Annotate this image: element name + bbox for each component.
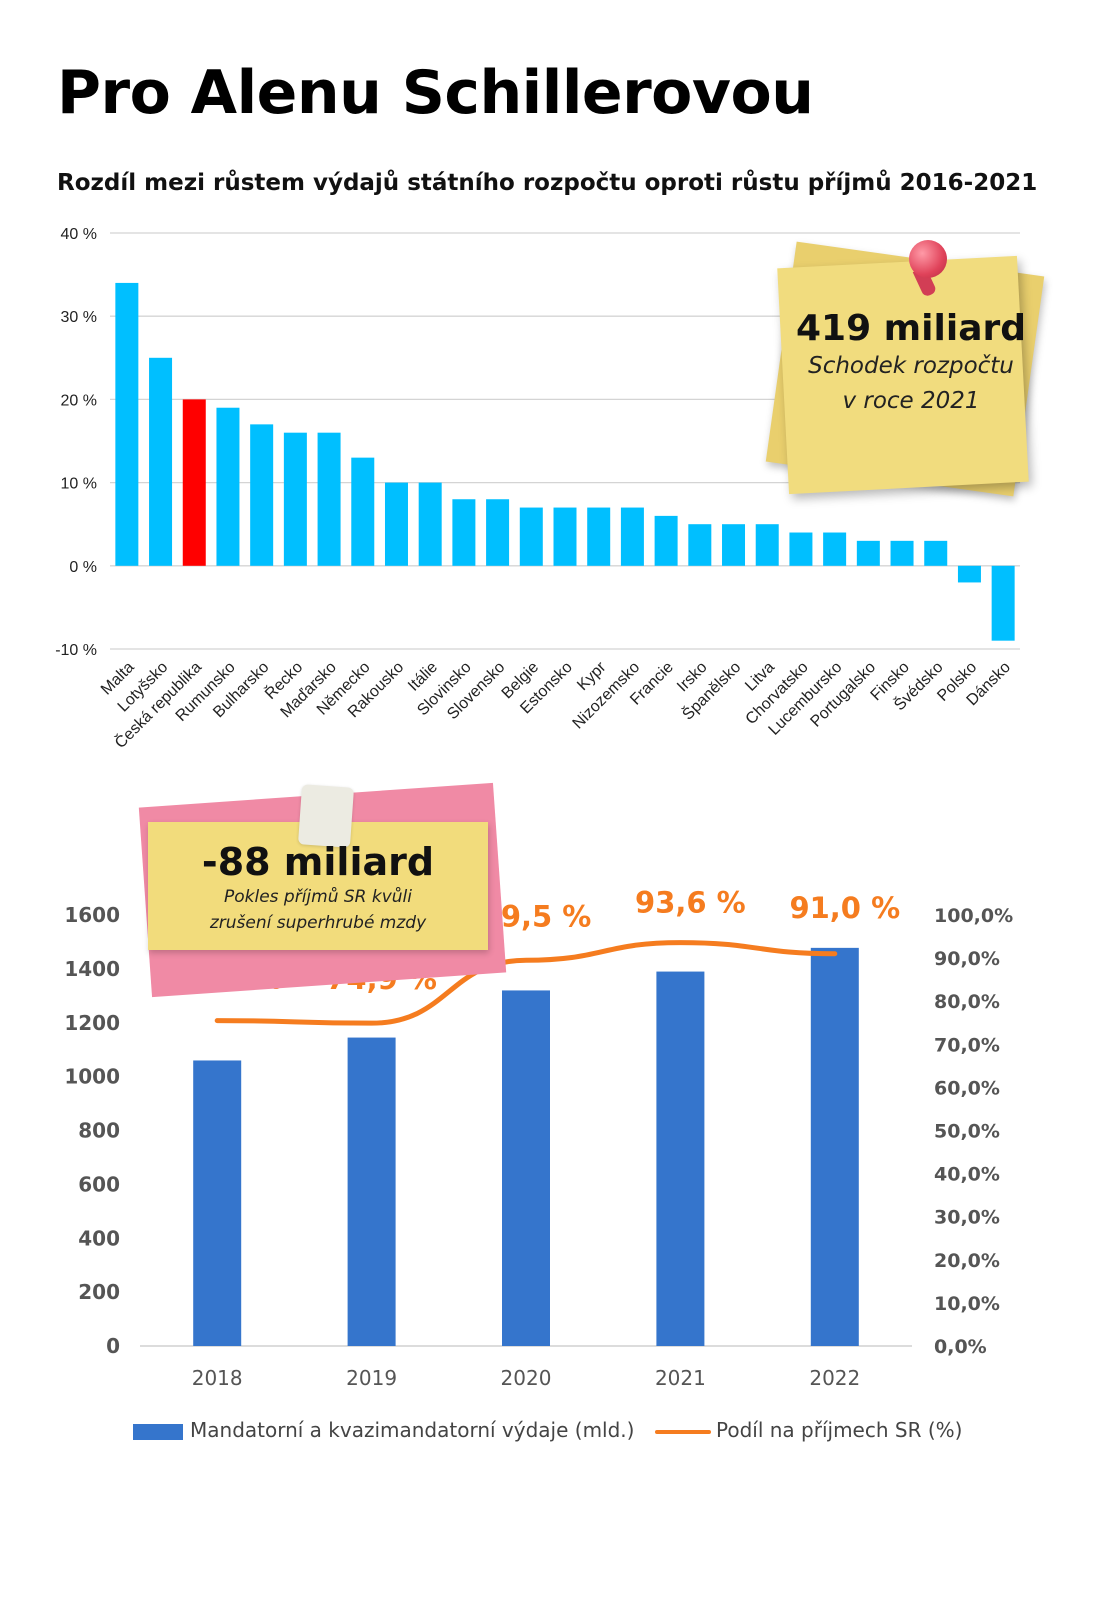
year-tick-label: 2019 bbox=[346, 1366, 397, 1390]
bar-18 bbox=[722, 524, 746, 566]
bar-5 bbox=[283, 432, 307, 566]
revenue-line1: Pokles příjmů SR kvůli bbox=[223, 887, 413, 907]
share-data-label: 91,0 % bbox=[789, 891, 900, 925]
left-y-tick-label: 800 bbox=[78, 1119, 120, 1143]
bar-9 bbox=[418, 482, 442, 566]
right-y-tick-label: 80,0% bbox=[934, 991, 1000, 1013]
right-y-tick-label: 50,0% bbox=[934, 1121, 1000, 1143]
expenditure-bar-0 bbox=[193, 1060, 242, 1346]
expenditure-bar-3 bbox=[656, 971, 705, 1346]
revenue-note-text: -88 miliard Pokles příjmů SR kvůli zruše… bbox=[150, 840, 486, 936]
bar-16 bbox=[654, 515, 678, 566]
bar-13 bbox=[553, 507, 577, 566]
year-tick-label: 2018 bbox=[192, 1366, 243, 1390]
y-tick-label: 30 % bbox=[61, 309, 97, 326]
y-tick-label: 0 % bbox=[69, 559, 97, 576]
bar-7 bbox=[351, 457, 375, 566]
expenditure-bar-4 bbox=[810, 947, 859, 1346]
y-tick-label: 40 % bbox=[61, 226, 97, 243]
bar-21 bbox=[823, 532, 847, 566]
deficit-note-text: 419 miliard Schodek rozpočtu v roce 2021 bbox=[780, 308, 1042, 419]
left-y-tick-label: 0 bbox=[106, 1334, 120, 1358]
legend-line-swatch bbox=[655, 1430, 711, 1434]
bar-17 bbox=[688, 524, 712, 566]
bar-2 bbox=[182, 399, 206, 566]
bar-10 bbox=[452, 499, 476, 566]
bar-20 bbox=[789, 532, 813, 566]
y-tick-label: 20 % bbox=[61, 392, 97, 409]
left-y-tick-label: 1000 bbox=[64, 1065, 120, 1089]
right-y-tick-label: 70,0% bbox=[934, 1034, 1000, 1056]
bar-22 bbox=[856, 540, 880, 566]
pushpin-icon bbox=[909, 240, 947, 278]
left-y-tick-label: 1200 bbox=[64, 1011, 120, 1035]
right-y-tick-label: 0,0% bbox=[934, 1336, 987, 1358]
chart-subtitle: Rozdíl mezi růstem výdajů státního rozpo… bbox=[57, 170, 1038, 196]
bar-24 bbox=[924, 540, 948, 566]
deficit-amount: 419 miliard bbox=[795, 308, 1027, 349]
bar-12 bbox=[519, 507, 543, 566]
bar-11 bbox=[486, 499, 510, 566]
bar-1 bbox=[149, 357, 173, 566]
expenditure-bar-1 bbox=[347, 1037, 396, 1346]
right-y-tick-label: 10,0% bbox=[934, 1293, 1000, 1315]
left-y-tick-label: 200 bbox=[78, 1280, 120, 1304]
legend-bars-swatch bbox=[133, 1424, 183, 1440]
bar-8 bbox=[384, 482, 408, 566]
year-tick-label: 2021 bbox=[655, 1366, 706, 1390]
y-tick-label: 10 % bbox=[61, 476, 97, 493]
bar-6 bbox=[317, 432, 341, 566]
bar-15 bbox=[620, 507, 644, 566]
bar-4 bbox=[250, 424, 274, 566]
legend-line-label: Podíl na příjmech SR (%) bbox=[716, 1418, 963, 1442]
deficit-line2: v roce 2021 bbox=[842, 388, 980, 414]
bar-3 bbox=[216, 407, 240, 566]
right-y-tick-label: 40,0% bbox=[934, 1164, 1000, 1186]
right-y-tick-label: 100,0% bbox=[934, 905, 1013, 927]
right-y-tick-label: 30,0% bbox=[934, 1207, 1000, 1229]
country-bar-chart: 40 %30 %20 %10 %0 %-10 %MaltaLotyšskoČes… bbox=[55, 226, 1020, 752]
bar-23 bbox=[890, 540, 914, 566]
left-y-tick-label: 1600 bbox=[64, 903, 120, 927]
right-y-tick-label: 20,0% bbox=[934, 1250, 1000, 1272]
bar-0 bbox=[115, 282, 139, 566]
share-line bbox=[214, 940, 838, 1026]
share-data-label: 93,6 % bbox=[635, 886, 746, 920]
deficit-line1: Schodek rozpočtu bbox=[808, 353, 1014, 379]
bar-26 bbox=[991, 565, 1015, 641]
left-y-tick-label: 600 bbox=[78, 1172, 120, 1196]
bar-14 bbox=[587, 507, 611, 566]
right-y-tick-label: 90,0% bbox=[934, 948, 1000, 970]
bar-19 bbox=[755, 524, 779, 566]
bar-25 bbox=[957, 565, 981, 583]
legend-bars-label: Mandatorní a kvazimandatorní výdaje (mld… bbox=[190, 1418, 635, 1442]
tape-icon bbox=[297, 784, 355, 848]
year-tick-label: 2020 bbox=[501, 1366, 552, 1390]
right-y-tick-label: 60,0% bbox=[934, 1077, 1000, 1099]
y-tick-label: -10 % bbox=[55, 642, 97, 659]
revenue-line2: zrušení superhrubé mzdy bbox=[209, 913, 427, 933]
left-y-tick-label: 400 bbox=[78, 1226, 120, 1250]
revenue-amount: -88 miliard bbox=[201, 840, 435, 884]
left-y-tick-label: 1400 bbox=[64, 957, 120, 981]
year-tick-label: 2022 bbox=[809, 1366, 860, 1390]
page-title: Pro Alenu Schillerovou bbox=[57, 58, 814, 128]
expenditure-bar-2 bbox=[502, 990, 550, 1346]
